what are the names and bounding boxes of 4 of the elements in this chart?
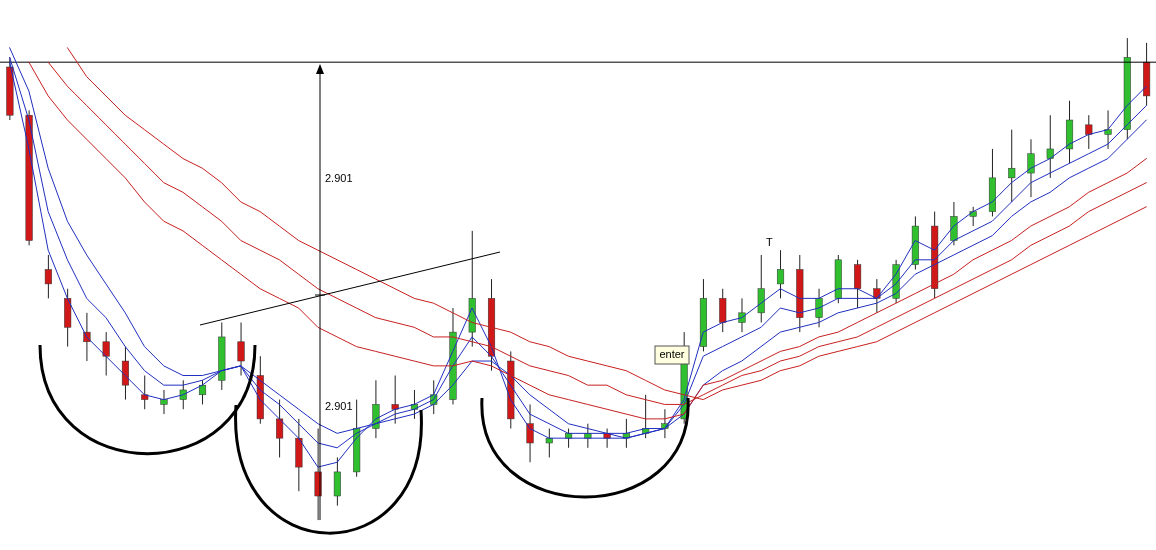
annotation: T	[766, 236, 773, 248]
annotation: enter	[659, 348, 685, 360]
annotation: 2.901	[325, 400, 353, 412]
annotation: 2.901	[325, 172, 353, 184]
